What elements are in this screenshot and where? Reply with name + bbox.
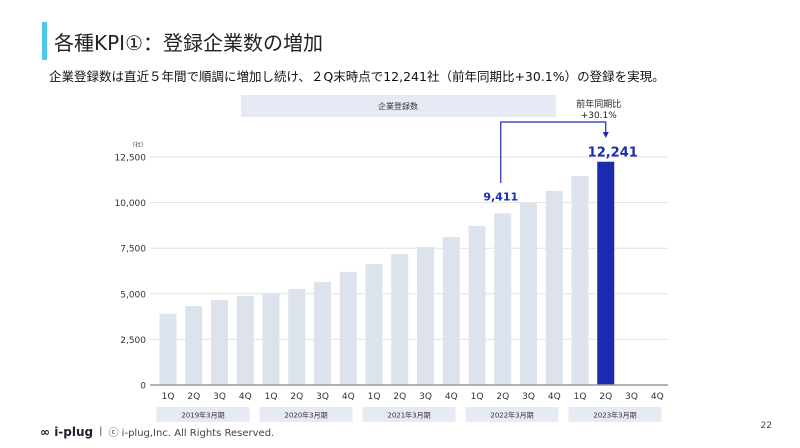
x-tick-label: 2Q [393, 392, 406, 402]
x-tick-label: 3Q [316, 392, 329, 402]
y-tick-label: 5,000 [120, 290, 146, 300]
x-tick-label: 1Q [162, 392, 175, 402]
annotation-label: 前年同期比 [576, 98, 621, 110]
page-subtitle: 企業登録数は直近５年間で順調に増加し続け、２Q末時点で12,241社（前年同期比… [49, 69, 665, 84]
data-label: 9,411 [483, 190, 518, 203]
title-accent-bar [42, 22, 47, 60]
period-band [568, 407, 662, 422]
bar [545, 190, 563, 385]
y-tick-label: 7,500 [120, 245, 146, 255]
x-tick-label: 1Q [265, 392, 278, 402]
bar [494, 213, 512, 385]
arrow-head-icon [602, 132, 609, 138]
bar [597, 161, 615, 385]
bar [365, 264, 383, 385]
y-tick-label: 0 [140, 382, 146, 392]
x-tick-label: 2Q [599, 392, 612, 402]
x-tick-label: 3Q [213, 392, 226, 402]
bar [314, 281, 331, 385]
period-label: 2020年3月期 [284, 411, 327, 420]
bar [417, 246, 434, 385]
bar [520, 202, 537, 385]
chart-title-band [241, 95, 556, 117]
x-tick-label: 2Q [496, 392, 509, 402]
x-tick-label: 2Q [187, 392, 200, 402]
x-tick-label: 3Q [522, 392, 535, 402]
annotation-value: +30.1% [581, 111, 618, 121]
bar [236, 295, 254, 385]
bar [571, 175, 589, 385]
footer: ∞ i-plug | ⓒ i-plug,Inc. All Rights Rese… [40, 424, 275, 440]
data-label: 12,241 [588, 146, 638, 161]
bar [288, 289, 306, 385]
x-tick-label: 4Q [548, 392, 561, 402]
period-label: 2019年3月期 [181, 411, 224, 420]
chart-title: 企業登録数 [378, 101, 418, 111]
bar [262, 293, 280, 385]
bar [211, 300, 228, 385]
comparison-line [500, 121, 607, 183]
x-tick-label: 2Q [290, 392, 303, 402]
x-tick-label: 4Q [239, 392, 252, 402]
period-band [259, 407, 353, 422]
x-tick-label: 1Q [471, 392, 484, 402]
footer-divider: | [99, 426, 103, 437]
bar [391, 254, 409, 385]
y-tick-label: 12,500 [115, 154, 147, 164]
x-tick-label: 4Q [445, 392, 458, 402]
x-tick-label: 4Q [342, 392, 355, 402]
bar [339, 271, 357, 385]
copyright: ⓒ i-plug,Inc. All Rights Reserved. [108, 428, 275, 439]
bar [185, 306, 203, 385]
x-tick-label: 3Q [419, 392, 432, 402]
period-band [362, 407, 456, 422]
bar [159, 313, 177, 385]
y-axis-unit: （社） [129, 141, 147, 149]
x-tick-label: 1Q [574, 392, 587, 402]
bar [442, 237, 460, 385]
bar [468, 225, 486, 385]
y-tick-label: 10,000 [115, 199, 147, 209]
x-tick-label: 1Q [368, 392, 381, 402]
period-label: 2021年3月期 [387, 411, 430, 420]
page-title: 各種KPI①：登録企業数の増加 [54, 31, 324, 55]
period-label: 2022年3月期 [490, 411, 533, 420]
company-logo: ∞ i-plug [40, 424, 94, 439]
x-tick-label: 4Q [651, 392, 664, 402]
period-band [465, 407, 559, 422]
page-number: 22 [760, 421, 772, 431]
period-label: 2023年3月期 [593, 411, 636, 420]
period-band [156, 407, 250, 422]
y-tick-label: 2,500 [120, 336, 146, 346]
x-tick-label: 3Q [625, 392, 638, 402]
